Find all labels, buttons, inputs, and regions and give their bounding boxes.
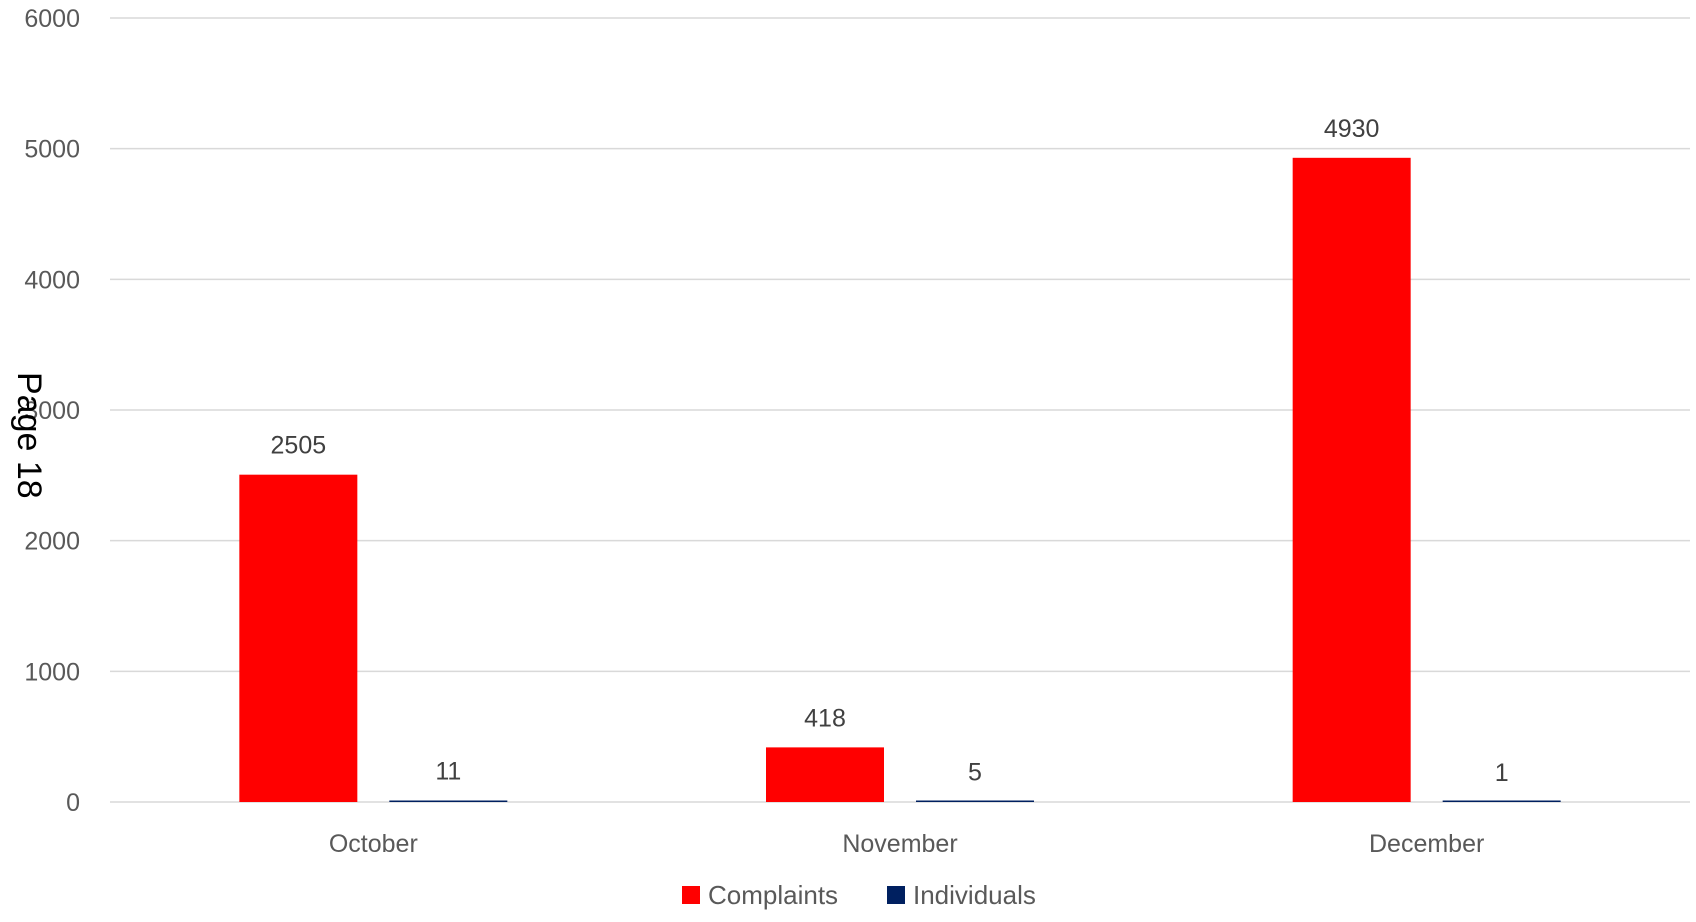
y-tick-label: 5000 xyxy=(24,136,80,164)
legend: Complaints Individuals xyxy=(682,880,1036,910)
y-tick-label: 3000 xyxy=(24,397,80,425)
bar-complaints-october xyxy=(239,474,358,802)
y-tick-label: 4000 xyxy=(24,266,80,294)
data-label: 5 xyxy=(968,758,982,786)
bar-complaints-december xyxy=(1292,157,1411,802)
bars xyxy=(239,157,1561,802)
x-tick-label: November xyxy=(842,830,957,858)
x-axis: October November December xyxy=(329,830,1484,858)
legend-swatch-individuals xyxy=(887,886,905,904)
data-labels: 2505 11 418 5 4930 1 xyxy=(271,115,1509,787)
legend-label-individuals: Individuals xyxy=(913,880,1036,910)
legend-label-complaints: Complaints xyxy=(708,880,838,910)
y-axis: 0 1000 2000 3000 4000 5000 6000 xyxy=(24,5,80,817)
x-tick-label: October xyxy=(329,830,418,858)
y-tick-label: 6000 xyxy=(24,5,80,33)
data-label: 1 xyxy=(1495,759,1509,787)
bar-complaints-november xyxy=(766,747,884,802)
bar-individuals-november xyxy=(916,800,1034,802)
data-label: 2505 xyxy=(271,432,327,460)
gridlines xyxy=(110,17,1690,803)
x-tick-label: December xyxy=(1369,830,1484,858)
bar-individuals-december xyxy=(1442,800,1561,802)
y-tick-label: 0 xyxy=(66,789,80,817)
data-label: 418 xyxy=(804,704,846,732)
data-label: 11 xyxy=(435,758,461,786)
legend-swatch-complaints xyxy=(682,886,700,904)
y-tick-label: 2000 xyxy=(24,528,80,556)
page-number-label: Page 18 xyxy=(10,372,48,499)
y-tick-label: 1000 xyxy=(24,658,80,686)
bar-individuals-october xyxy=(389,800,508,802)
data-label: 4930 xyxy=(1324,115,1380,143)
